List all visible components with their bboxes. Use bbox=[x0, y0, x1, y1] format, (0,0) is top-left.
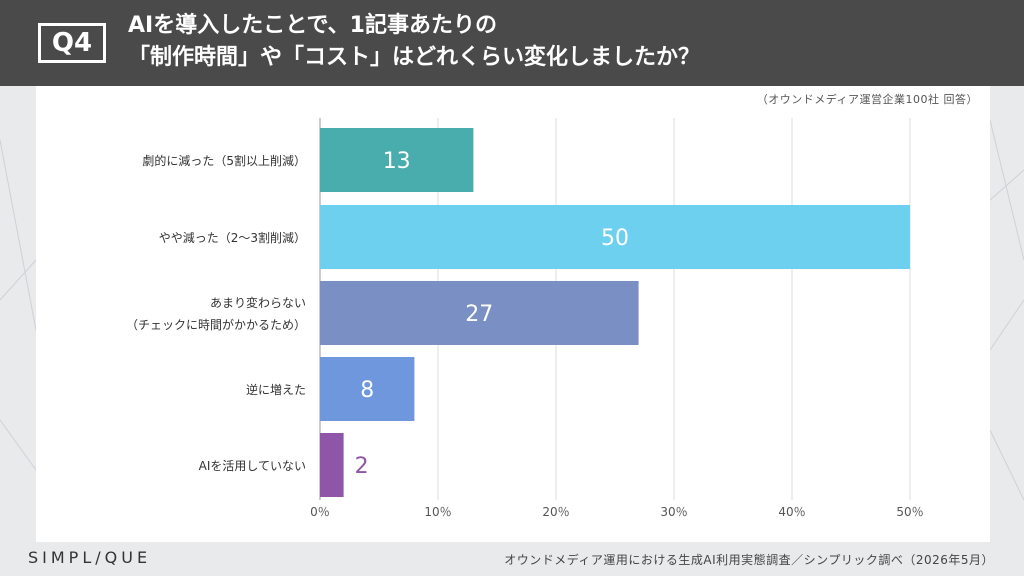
bar bbox=[320, 205, 910, 269]
x-tick-label: 50％ bbox=[896, 505, 923, 519]
category-label: 劇的に減った（5割以上削減） bbox=[142, 153, 306, 168]
header-bar: Q4 AIを導入したことで、1記事あたりの 「制作時間」や「コスト」はどれくらい… bbox=[0, 0, 1024, 86]
bar bbox=[320, 357, 415, 421]
category-label: あまり変わらない bbox=[210, 295, 306, 310]
footer-credit: オウンドメディア運用における生成AI利用実態調査／シンプリック調べ（2026年5… bbox=[504, 553, 994, 567]
question-badge: Q4 bbox=[38, 23, 106, 63]
bar bbox=[320, 281, 639, 345]
page-title: AIを導入したことで、1記事あたりの 「制作時間」や「コスト」はどれくらい変化し… bbox=[128, 10, 1008, 74]
data-label: 27 bbox=[465, 302, 493, 327]
bar bbox=[320, 128, 474, 192]
x-tick-label: 40％ bbox=[778, 505, 805, 519]
x-tick-label: 0％ bbox=[310, 505, 330, 519]
category-label: やや減った（2〜3割削減） bbox=[159, 230, 306, 245]
category-label: AIを活用していない bbox=[199, 459, 306, 473]
bar bbox=[320, 433, 344, 497]
source-note: （オウンドメディア運営企業100社 回答） bbox=[756, 93, 978, 106]
title-line-1: AIを導入したことで、1記事あたりの bbox=[128, 13, 497, 38]
brand-logo: SIMPL/QUE bbox=[28, 548, 152, 567]
data-label: 8 bbox=[360, 378, 374, 403]
data-label: 13 bbox=[383, 149, 411, 174]
x-tick-label: 20％ bbox=[542, 505, 569, 519]
x-tick-label: 10％ bbox=[424, 505, 451, 519]
data-label: 2 bbox=[355, 454, 369, 479]
x-tick-label: 30％ bbox=[660, 505, 687, 519]
category-label: 逆に増えた bbox=[246, 382, 306, 397]
data-label: 50 bbox=[601, 226, 629, 251]
title-line-2: 「制作時間」や「コスト」はどれくらい変化しましたか？ bbox=[128, 45, 701, 70]
category-label: （チェックに時間がかかるため） bbox=[126, 317, 306, 332]
